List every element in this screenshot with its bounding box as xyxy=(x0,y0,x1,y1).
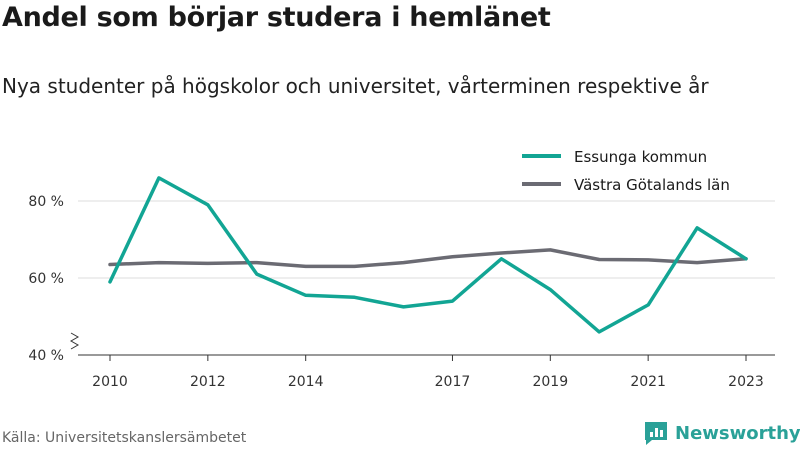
series-line xyxy=(108,176,748,334)
chart-subtitle: Nya studenter på högskolor och universit… xyxy=(2,74,709,98)
y-tick-label: 60 % xyxy=(28,271,64,287)
series-line xyxy=(108,248,748,269)
x-tick-label: 2010 xyxy=(92,374,128,390)
x-tick-label: 2019 xyxy=(532,374,568,390)
line-chart: 40 % 60 % 80 % 2010 2012 2014 2017 2019 2021 2023… xyxy=(28,140,775,390)
x-tick-label: 2012 xyxy=(190,374,226,390)
legend-label: Västra Götalands län xyxy=(574,176,730,194)
axes: 40 % 60 % 80 % 2010 2012 2014 2017 2019 2021 2023 xyxy=(28,194,775,390)
newsworthy-logo-icon xyxy=(645,422,667,445)
y-tick-label: 40 % xyxy=(28,348,64,364)
brand-name: Newsworthy xyxy=(675,422,800,444)
x-tick-label: 2021 xyxy=(630,374,666,390)
source-note: Källa: Universitetskanslersämbetet xyxy=(2,430,247,446)
x-tick-label: 2017 xyxy=(435,374,471,390)
series-lines xyxy=(108,176,748,334)
brand: Newsworthy xyxy=(643,420,800,446)
x-tick-label: 2023 xyxy=(728,374,764,390)
legend-background xyxy=(515,140,765,200)
axis-break-icon xyxy=(69,332,80,350)
grid-lines xyxy=(78,200,775,279)
chart-title: Andel som börjar studera i hemlänet xyxy=(2,2,551,33)
y-tick-label: 80 % xyxy=(28,194,64,210)
x-tick-label: 2014 xyxy=(288,374,324,390)
legend: Essunga kommun Västra Götalands län xyxy=(515,140,765,200)
legend-label: Essunga kommun xyxy=(574,148,707,166)
